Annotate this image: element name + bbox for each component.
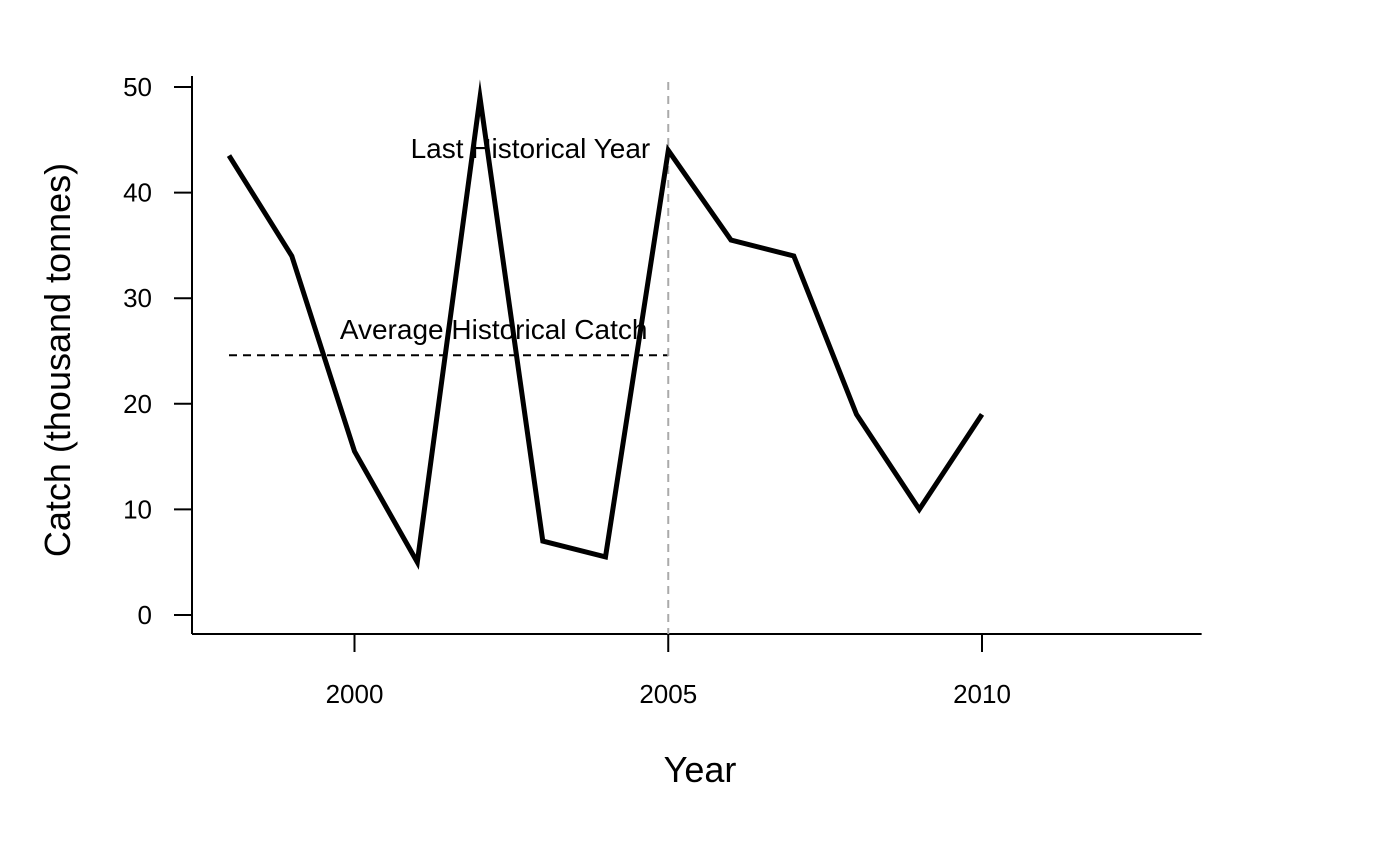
annotations: Average Historical Catch Last Historical …: [340, 133, 650, 345]
y-tick-label: 40: [123, 178, 152, 208]
series-group: [226, 79, 985, 570]
last-historical-year-label: Last Historical Year: [411, 133, 651, 164]
y-tick-label: 50: [123, 72, 152, 102]
axes: [191, 76, 1202, 635]
x-tick-label: 2000: [326, 679, 384, 709]
y-tick-label: 20: [123, 389, 152, 419]
x-tick-label: 2010: [953, 679, 1011, 709]
y-tick-label: 0: [138, 600, 152, 630]
x-axis-title: Year: [664, 749, 737, 790]
y-tick-label: 30: [123, 283, 152, 313]
catch-series-line: [226, 79, 985, 570]
x-tick-label: 2005: [639, 679, 697, 709]
y-tick-label: 10: [123, 494, 152, 524]
average-historical-catch-label: Average Historical Catch: [340, 314, 648, 345]
y-axis-title: Catch (thousand tonnes): [37, 163, 78, 557]
reference-lines: [229, 82, 670, 634]
ticks: 0 10 20 30 40 50 2000 2005 2010: [123, 72, 1011, 709]
